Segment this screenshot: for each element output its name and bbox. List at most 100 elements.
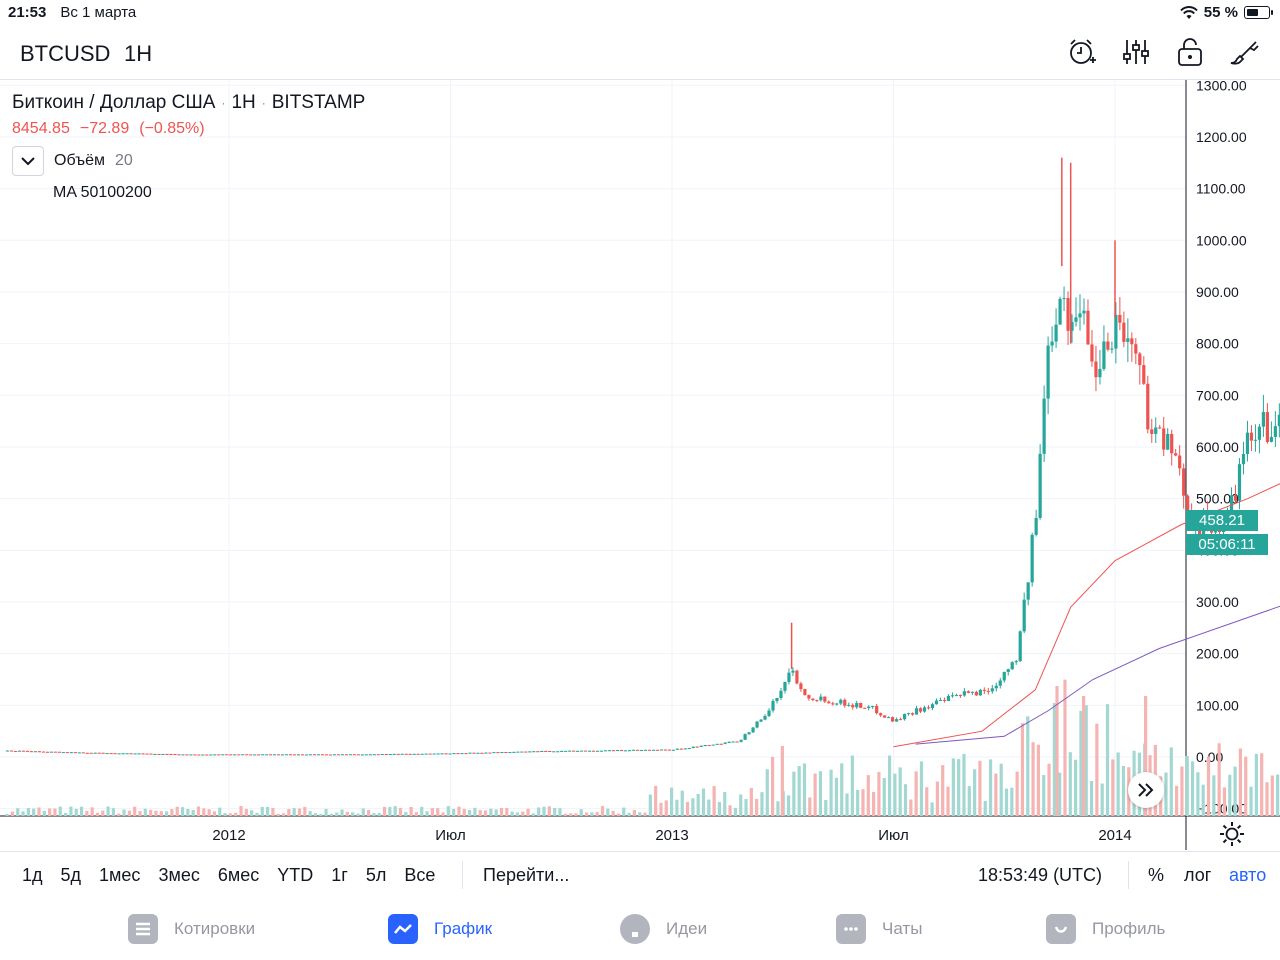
chevron-down-icon <box>21 157 35 166</box>
scroll-to-realtime-button[interactable] <box>1128 772 1164 808</box>
auto-scale-toggle[interactable]: авто <box>1229 865 1267 885</box>
candle-body <box>914 708 919 715</box>
candle-body <box>324 754 329 756</box>
volume-bar <box>840 763 844 816</box>
volume-bar <box>499 807 504 816</box>
candle-body <box>635 749 640 751</box>
log-scale-toggle[interactable]: лог <box>1184 865 1212 885</box>
volume-bar <box>547 806 551 816</box>
collapse-indicators-button[interactable] <box>12 146 44 176</box>
chat-icon <box>836 914 866 944</box>
candle-body <box>711 744 715 746</box>
tab-ideas[interactable]: Идеи <box>620 914 707 944</box>
volume-bar <box>1111 759 1115 816</box>
percent-scale-toggle[interactable]: % <box>1148 865 1165 885</box>
ma-indicator-label[interactable]: MA 50100200 <box>53 184 152 201</box>
goto-date-button[interactable]: Перейти... <box>483 865 570 885</box>
range-button[interactable]: 6мес <box>217 865 260 885</box>
time-axis-label: 2012 <box>212 827 245 844</box>
candle-body <box>536 751 540 753</box>
tab-chats[interactable]: Чаты <box>836 914 922 944</box>
candle-body <box>1265 412 1269 442</box>
price-change: −72.89 <box>79 120 130 137</box>
candle-body <box>1130 338 1134 345</box>
candle-body <box>117 753 121 755</box>
range-button[interactable]: 1д <box>22 865 43 885</box>
candle-body <box>966 691 970 693</box>
range-button[interactable]: 1г <box>331 865 348 885</box>
candle-body <box>926 707 931 709</box>
candle-body <box>1018 631 1022 662</box>
volume-bar <box>478 810 482 816</box>
volume-bar <box>664 800 668 816</box>
utc-clock[interactable]: 18:53:49 (UTC) <box>978 865 1103 885</box>
candle-body <box>863 707 867 709</box>
candle-body <box>149 753 153 755</box>
range-button[interactable]: 1мес <box>99 865 141 885</box>
candle-body <box>1062 298 1066 300</box>
range-bar: 1д 5д 1мес 3мес 6мес YTD 1г 5л Все Перейти... 18… <box>0 851 1280 897</box>
volume-bar <box>935 781 939 816</box>
volume-bar <box>467 810 472 816</box>
volume-bar <box>228 813 232 816</box>
volume-bar <box>1121 765 1126 816</box>
candle-body <box>221 754 225 756</box>
legend-interval: 1H <box>231 92 256 113</box>
symbol-selector[interactable]: BTCUSD <box>20 41 111 66</box>
volume-bar <box>207 809 211 816</box>
price-axis-label: 500.00 <box>1196 491 1239 507</box>
volume-bar <box>1074 759 1078 816</box>
range-button[interactable]: 3мес <box>158 865 200 885</box>
candle-body <box>898 719 903 721</box>
range-button[interactable]: 5л <box>365 865 387 885</box>
candle-body <box>169 753 173 755</box>
candle-body <box>404 753 408 755</box>
volume-bar <box>866 775 870 816</box>
volume-bar <box>1265 782 1269 816</box>
candle-body <box>245 754 249 756</box>
time-axis-label: Июл <box>878 827 908 844</box>
volume-bar <box>409 806 413 816</box>
candle-body <box>994 685 998 689</box>
legend-separator: · <box>261 96 266 110</box>
price-chart[interactable]: 1300.00 1200.00 1100.00 1000.00 900.00 800.00… <box>0 80 1280 850</box>
chart-area[interactable]: 1300.00 1200.00 1100.00 1000.00 900.00 800.00… <box>0 80 1280 850</box>
candle-body <box>53 751 57 753</box>
volume-bar <box>345 811 349 816</box>
range-button[interactable]: 5д <box>60 865 82 885</box>
volume-bar <box>1217 743 1221 816</box>
candle-body <box>1198 528 1202 537</box>
candle-body <box>1134 344 1138 354</box>
volume-indicator[interactable]: Объём 20 <box>12 146 365 176</box>
tab-quotes[interactable]: Котировки <box>128 914 255 944</box>
interval-selector[interactable]: 1H <box>124 41 153 66</box>
candle-body <box>755 721 759 728</box>
volume-bar <box>473 807 477 816</box>
indicators-icon[interactable] <box>1120 36 1152 68</box>
unlock-icon[interactable] <box>1174 36 1206 68</box>
gear-icon[interactable] <box>1218 820 1246 848</box>
divider <box>462 861 463 889</box>
alarm-add-icon[interactable] <box>1066 36 1098 68</box>
candle-body <box>201 754 205 756</box>
volume-bar <box>622 807 626 816</box>
range-button[interactable]: Все <box>404 865 436 885</box>
price-axis-label: 600.00 <box>1196 439 1239 455</box>
candle-body <box>209 754 213 756</box>
drawing-brush-icon[interactable] <box>1228 36 1260 68</box>
volume-bar <box>1042 775 1046 816</box>
tab-profile[interactable]: Профиль <box>1046 914 1165 944</box>
range-button[interactable]: YTD <box>277 865 314 885</box>
candle-body <box>1277 414 1280 427</box>
status-time: 21:53 <box>8 4 47 21</box>
candle-body <box>978 689 982 696</box>
candle-body <box>480 752 484 754</box>
tab-chart[interactable]: График <box>388 914 492 944</box>
volume-bar <box>255 812 259 816</box>
candle-body <box>304 754 309 756</box>
volume-bar <box>962 753 966 816</box>
volume-bar <box>909 799 913 816</box>
volume-bar <box>1233 766 1237 816</box>
volume-bar <box>542 806 546 816</box>
candle-body <box>237 754 241 756</box>
